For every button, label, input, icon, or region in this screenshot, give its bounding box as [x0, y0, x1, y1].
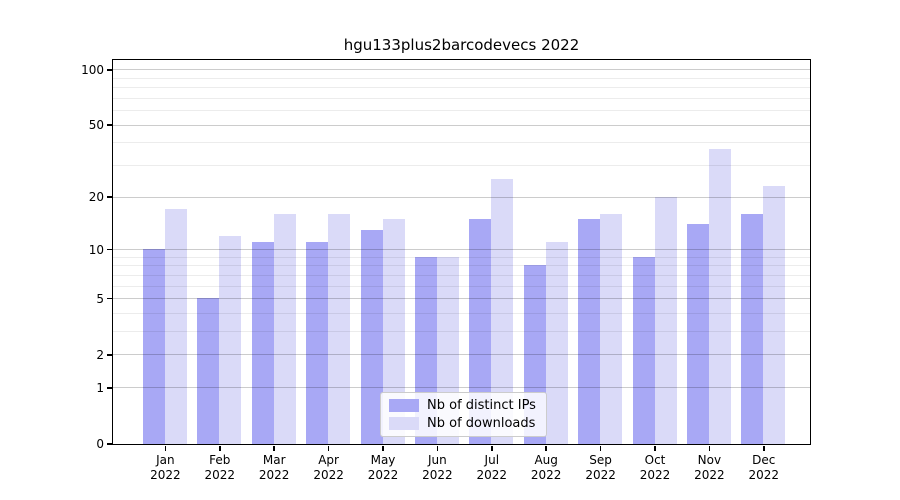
gridline-minor [112, 274, 810, 276]
legend-entry-distinct-ips: Nb of distinct IPs [389, 398, 536, 413]
bar-distinct-ips [197, 298, 220, 444]
x-tick-mark [545, 445, 547, 451]
gridline-minor [112, 265, 810, 267]
gridline-minor [112, 97, 810, 99]
bar-downloads [491, 179, 514, 444]
y-tick-label: 50 [88, 118, 104, 133]
grid-layer [112, 60, 810, 444]
y-tick-label: 5 [96, 291, 104, 306]
legend-swatch-distinct-ips [389, 399, 419, 412]
x-tick-label: Feb 2022 [204, 453, 236, 482]
x-tick-mark [763, 445, 765, 451]
gridline-minor [112, 256, 810, 258]
x-tick-label: Jan 2022 [150, 453, 181, 482]
y-tick-label: 100 [81, 62, 104, 77]
y-tick-label: 1 [96, 380, 104, 395]
bar-downloads [219, 235, 242, 444]
bar-downloads [164, 209, 187, 444]
y-tick-label: 0 [96, 437, 104, 451]
x-tick-mark [708, 445, 711, 451]
x-tick-label: Oct 2022 [639, 453, 671, 482]
x-tick-mark [382, 445, 384, 451]
bar-downloads [545, 242, 568, 444]
x-tick-mark [164, 445, 167, 451]
bar-distinct-ips [632, 256, 655, 444]
y-tick-mark [106, 443, 112, 445]
bar-distinct-ips [469, 218, 492, 444]
x-tick-mark [273, 445, 275, 451]
y-tick-label: 2 [96, 347, 104, 362]
plot-area [111, 58, 811, 445]
gridline-minor [112, 331, 810, 333]
y-tick-mark [106, 196, 112, 198]
bar-distinct-ips [360, 229, 383, 444]
x-tick-mark [327, 445, 330, 451]
x-tick-label: Aug 2022 [530, 453, 562, 482]
y-tick-mark [106, 354, 112, 356]
x-tick-mark [491, 445, 493, 451]
legend-label-distinct-ips: Nb of distinct IPs [427, 398, 536, 413]
bar-distinct-ips [142, 249, 165, 444]
y-tick-mark [106, 248, 112, 251]
x-tick-label: Sep 2022 [585, 453, 616, 482]
bar-distinct-ips [306, 242, 329, 444]
gridline-minor [112, 165, 810, 167]
y-tick-label: 10 [88, 242, 104, 257]
x-tick-mark [219, 445, 221, 451]
x-tick-label: May 2022 [367, 453, 399, 482]
x-tick-label: Jun 2022 [422, 453, 453, 482]
x-tick-label: Apr 2022 [313, 453, 344, 482]
y-tick-label: 20 [88, 190, 104, 205]
bar-downloads [600, 213, 623, 444]
x-tick-mark [599, 445, 602, 451]
gridline-major [112, 354, 810, 356]
y-tick-mark [106, 124, 112, 126]
x-tick-label: Mar 2022 [258, 453, 290, 482]
bar-downloads [328, 213, 351, 444]
gridline-major [112, 124, 810, 126]
bar-downloads [273, 213, 296, 444]
bar-downloads [708, 148, 731, 444]
gridline-major [112, 69, 810, 71]
bar-distinct-ips [686, 223, 709, 444]
y-tick-mark [106, 69, 112, 71]
gridline-minor [112, 285, 810, 287]
x-tick-label: Dec 2022 [748, 453, 780, 482]
y-tick-mark [106, 387, 112, 389]
gridline-major [112, 196, 810, 198]
bar-distinct-ips [741, 213, 764, 444]
bar-downloads [382, 218, 405, 444]
x-tick-label: Nov 2022 [694, 453, 725, 482]
gridline-minor [112, 77, 810, 79]
x-tick-label: Jul 2022 [476, 453, 508, 482]
gridline-minor [112, 110, 810, 112]
gridline-major [112, 387, 810, 389]
gridline-minor [112, 87, 810, 89]
x-tick-mark [436, 445, 439, 451]
gridline-major [112, 249, 810, 251]
legend-swatch-downloads [389, 417, 419, 430]
legend-entry-downloads: Nb of downloads [389, 416, 536, 431]
bar-distinct-ips [578, 218, 601, 444]
x-tick-mark [654, 445, 656, 451]
bar-distinct-ips [251, 242, 274, 444]
chart-title: hgu133plus2barcodevecs 2022 [343, 36, 580, 54]
legend: Nb of distinct IPs Nb of downloads [380, 392, 547, 437]
bar-downloads [654, 196, 677, 444]
gridline-major [112, 298, 810, 300]
legend-label-downloads: Nb of downloads [427, 416, 536, 431]
gridline-minor [112, 142, 810, 144]
gridline-minor [112, 313, 810, 314]
bar-downloads [763, 185, 786, 444]
y-tick-mark [106, 297, 112, 300]
